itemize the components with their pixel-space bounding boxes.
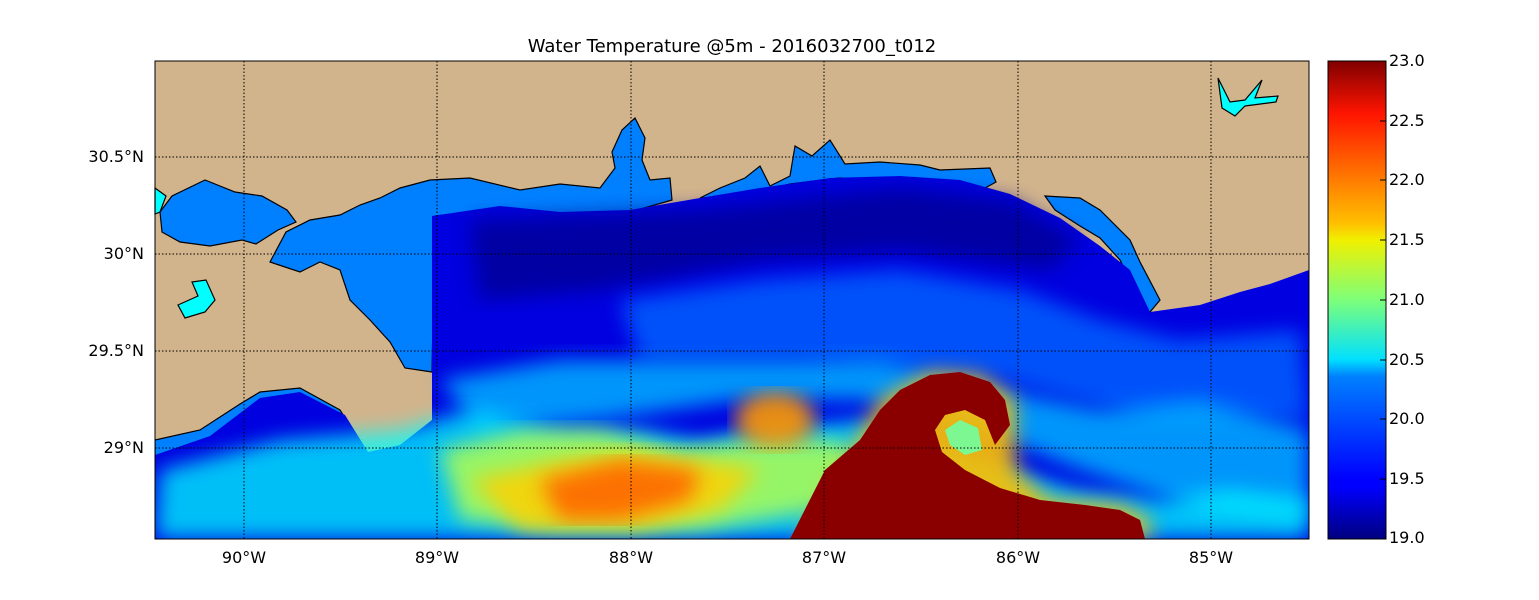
x-tick-label: 90°W <box>221 548 267 567</box>
colorbar-label: 20.0 <box>1389 409 1425 428</box>
grid <box>155 61 1309 539</box>
gulf-water <box>540 460 700 520</box>
colorbar-label: 20.5 <box>1389 350 1425 369</box>
inland-water <box>269 117 673 373</box>
lake <box>177 279 216 319</box>
colorbar-label: 23.0 <box>1389 51 1425 70</box>
gulf-water <box>945 420 982 455</box>
lake <box>1217 77 1279 117</box>
gulf-water <box>620 270 1309 420</box>
colorbar-label: 19.0 <box>1389 528 1425 547</box>
chart-title: Water Temperature @5m - 2016032700_t012 <box>527 36 937 57</box>
colorbar-label: 19.5 <box>1389 469 1425 488</box>
colorbar-label: 21.5 <box>1389 230 1425 249</box>
x-tick-label: 86°W <box>995 548 1041 567</box>
colorbar-label: 22.0 <box>1389 170 1425 189</box>
gulf-water <box>790 372 1145 539</box>
x-tick-label: 89°W <box>414 548 460 567</box>
y-tick-label: 29°N <box>103 438 144 457</box>
colorbar <box>1327 60 1387 540</box>
gulf-water <box>735 392 815 448</box>
y-tick-label: 29.5°N <box>88 341 144 360</box>
colorbar-label: 21.0 <box>1389 290 1425 309</box>
y-tick-label: 30°N <box>103 244 144 263</box>
gulf-water <box>440 360 1309 520</box>
x-tick-label: 87°W <box>801 548 847 567</box>
x-tick-label: 88°W <box>608 548 654 567</box>
y-tick-label: 30.5°N <box>88 147 144 166</box>
gulf-water <box>470 188 1080 300</box>
inland-water <box>159 179 297 247</box>
map-frame <box>154 60 1310 540</box>
colorbar-label: 22.5 <box>1389 111 1425 130</box>
x-tick-label: 85°W <box>1188 548 1234 567</box>
colorbar-ticks <box>1380 60 1386 540</box>
